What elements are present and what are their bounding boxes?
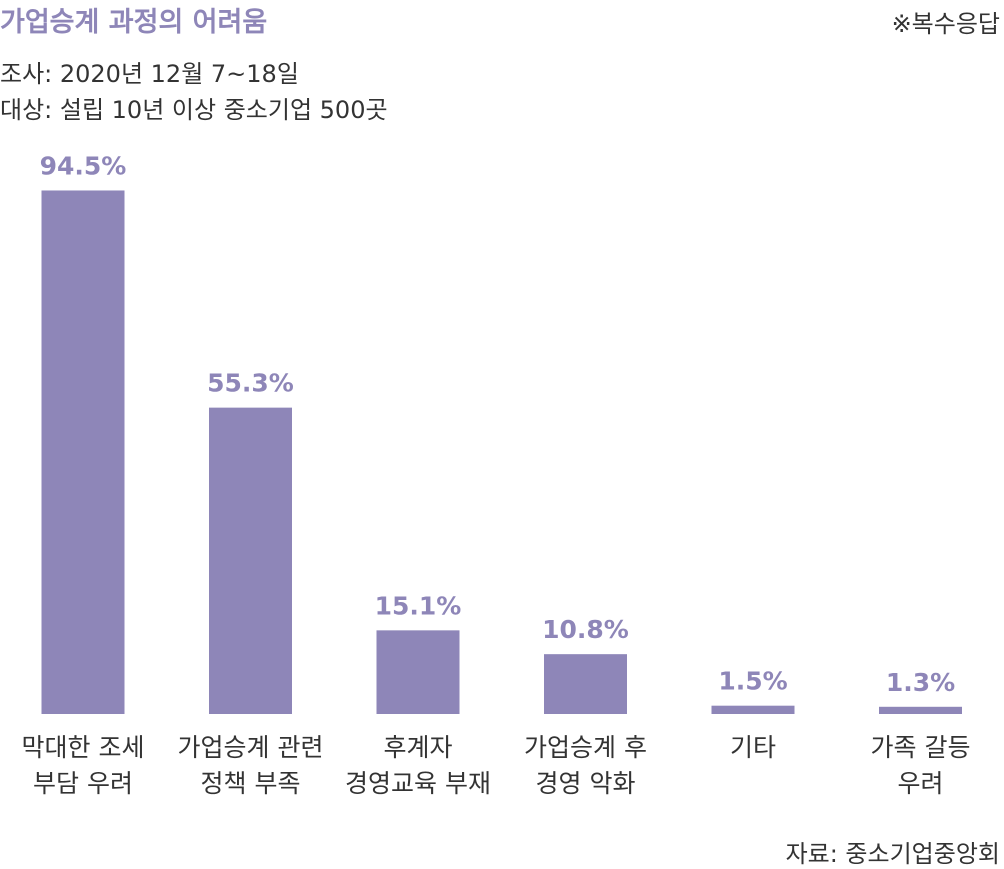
- bar-1: [41, 190, 125, 715]
- category-label-4-line-2: 경영 악화: [536, 769, 636, 798]
- bar-value-label-4: 10.8%: [542, 615, 629, 644]
- category-label-2-line-1: 가업승계 관련: [178, 733, 324, 762]
- bar-6: [879, 706, 962, 714]
- survey-target: 대상: 설립 10년 이상 중소기업 500곳: [0, 96, 388, 124]
- category-label-4-line-1: 가업승계 후: [524, 733, 647, 762]
- bar-2: [209, 407, 292, 714]
- category-label-1-line-2: 부담 우려: [33, 769, 133, 798]
- category-label-3-line-2: 경영교육 부재: [345, 769, 491, 798]
- bar-4: [544, 654, 627, 714]
- survey-period: 조사: 2020년 12월 7~18일: [0, 60, 299, 88]
- bar-3: [376, 630, 460, 714]
- category-label-1-line-1: 막대한 조세: [22, 733, 145, 762]
- bar-value-label-6: 1.3%: [886, 668, 955, 697]
- category-label-3-line-1: 후계자: [383, 733, 452, 762]
- category-label-6-line-2: 우려: [897, 769, 943, 798]
- bar-value-label-3: 15.1%: [375, 591, 462, 620]
- bar-5: [711, 705, 795, 714]
- bar-value-label-1: 94.5%: [40, 151, 127, 180]
- data-source: 자료: 중소기업중앙회: [785, 840, 1000, 868]
- category-label-2-line-2: 정책 부족: [201, 769, 301, 798]
- bar-value-label-5: 1.5%: [718, 667, 787, 696]
- category-label-6-line-1: 가족 갈등: [871, 733, 971, 762]
- category-label-5-line-1: 기타: [730, 733, 776, 762]
- bar-value-label-2: 55.3%: [207, 369, 294, 398]
- chart-title: 가업승계 과정의 어려움: [0, 7, 268, 38]
- multiple-response-note: ※복수응답: [891, 10, 1000, 38]
